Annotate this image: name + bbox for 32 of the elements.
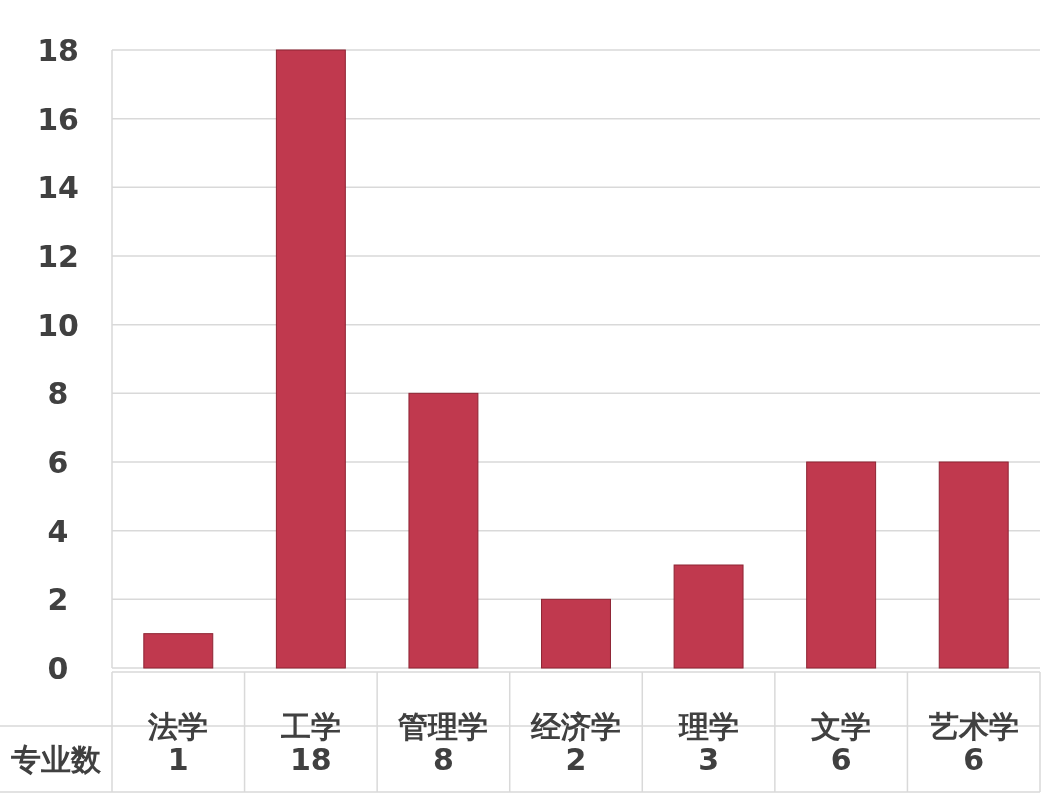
x-tick-label: 工学 — [279, 709, 341, 744]
y-tick-label: 4 — [47, 513, 69, 549]
y-tick-label: 12 — [37, 239, 79, 274]
data-label: 3 — [698, 742, 720, 777]
bar — [541, 598, 611, 669]
bar — [143, 633, 214, 669]
data-label: 18 — [289, 742, 332, 777]
data-label: 6 — [963, 742, 985, 777]
y-tick-label: 6 — [47, 445, 69, 480]
bar — [806, 461, 877, 669]
data-label: 1 — [167, 742, 189, 777]
y-tick-label: 14 — [37, 170, 79, 206]
y-tick-label: 16 — [37, 101, 79, 137]
x-tick-label: 文学 — [811, 709, 872, 744]
x-tick-label: 管理学 — [397, 709, 489, 744]
bar — [275, 49, 346, 669]
x-tick-label: 经济学 — [530, 709, 621, 744]
data-label: 8 — [432, 742, 454, 777]
x-tick-label: 艺术学 — [927, 709, 1019, 744]
x-tick-label: 法学 — [147, 709, 209, 744]
y-tick-label: 2 — [47, 582, 69, 618]
bar — [408, 392, 479, 669]
y-tick-label: 10 — [37, 307, 79, 343]
y-tick-label: 8 — [47, 376, 69, 412]
data-label: 6 — [830, 742, 852, 777]
bar — [938, 461, 1009, 669]
x-tick-label: 理学 — [677, 709, 739, 744]
bar — [673, 564, 744, 669]
text: 专业数 — [10, 742, 102, 777]
y-tick-label: 18 — [37, 33, 79, 68]
y-tick-label: 0 — [47, 651, 69, 686]
data-label: 2 — [565, 742, 587, 777]
